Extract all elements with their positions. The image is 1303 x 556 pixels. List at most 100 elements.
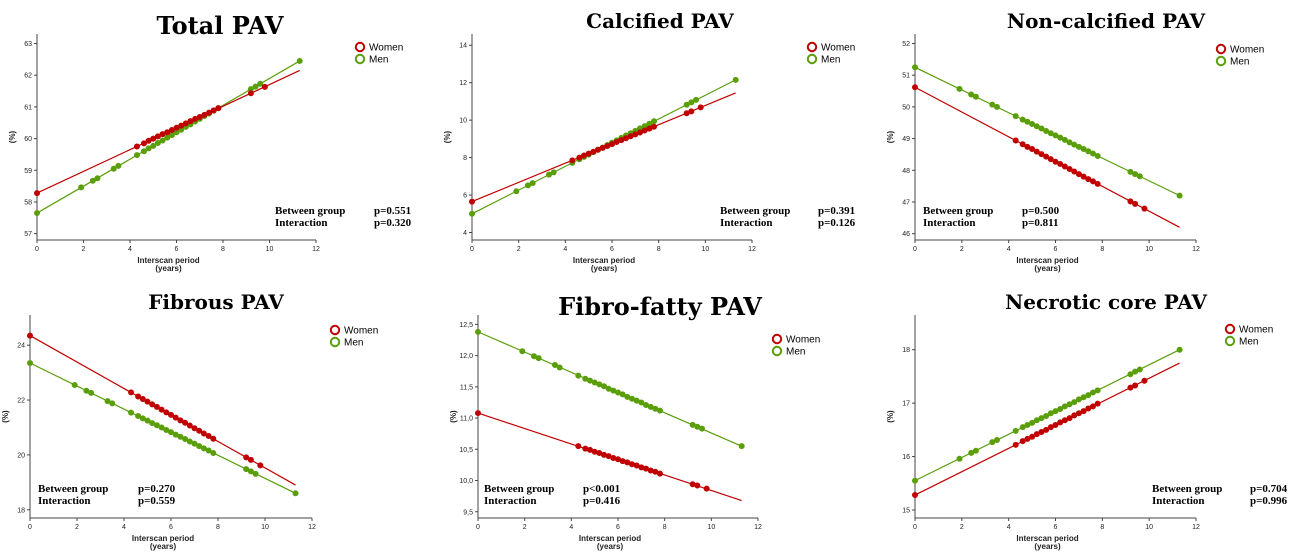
y-tick-label: 47 [902,199,910,206]
y-tick-label: 11,5 [460,384,473,391]
stat-value-interaction: p=0.559 [138,495,176,507]
chart-title: Non-calcified PAV [1007,9,1206,33]
data-point-men [474,328,481,335]
data-point-men [296,57,303,64]
data-point-women [205,432,212,439]
series-women [26,332,296,486]
x-tick-label: 0 [28,524,32,531]
data-point-women [569,157,576,164]
data-point-women [1080,173,1087,180]
data-point-men [139,415,146,422]
data-point-women [177,417,184,424]
data-point-men [972,93,979,100]
data-point-women [1080,408,1087,415]
x-tick-label: 6 [610,246,614,253]
data-point-men [104,398,111,405]
data-point-men [1061,136,1068,143]
stat-value-interaction: p=0.320 [374,217,412,229]
legend-label-men: Men [369,55,388,66]
data-point-men [1094,387,1101,394]
data-point-men [1071,141,1078,148]
data-point-women [153,403,160,410]
data-point-men [1176,192,1183,199]
data-point-men [699,425,706,432]
data-point-men [186,438,193,445]
data-point-women [182,419,189,426]
data-point-women [1094,180,1101,187]
data-point-men [252,83,259,90]
data-point-men [989,101,996,108]
data-point-men [1085,392,1092,399]
x-tick-label: 0 [35,246,39,253]
stat-label-between-group: Between group [720,205,790,217]
x-tick-label: 10 [261,524,269,531]
data-point-men [683,101,690,108]
data-point-men [993,437,1000,444]
series-women [474,410,742,502]
data-point-women [168,127,175,134]
data-point-women [182,120,189,127]
data-point-men [133,152,140,159]
data-point-men [912,64,919,71]
y-tick-label: 10,5 [459,447,473,454]
data-point-men [154,140,161,147]
data-point-women [912,84,919,91]
data-point-women [1057,160,1064,167]
x-tick-label: 6 [1054,524,1058,531]
data-point-women [1089,178,1096,185]
x-tick-label: 12 [1192,246,1200,253]
data-point-women [703,485,710,492]
data-point-women [167,411,174,418]
series-men [26,360,299,497]
data-point-women [1132,200,1139,207]
x-tick-label: 6 [616,524,620,531]
data-point-men [732,76,739,83]
y-tick-label: 10,0 [459,478,473,485]
x-tick-label: 10 [707,524,715,531]
x-tick-label: 0 [470,246,474,253]
data-point-women [1012,137,1019,144]
data-point-men [149,420,156,427]
legend-label-men: Men [786,347,805,358]
data-point-women [158,406,165,413]
data-point-men [153,422,160,429]
data-point-women [215,105,222,112]
y-tick-label: 4 [463,230,467,237]
data-point-women [1029,146,1036,153]
data-point-women [206,109,213,116]
legend-label-women: Women [1230,45,1264,56]
data-point-women [1052,422,1059,429]
data-point-men [1047,130,1054,137]
data-point-men [1057,406,1064,413]
x-tick-label: 10 [701,246,709,253]
x-tick-label: 0 [476,524,480,531]
data-point-women [139,395,146,402]
data-point-women [1089,403,1096,410]
stat-value-between-group: p<0.001 [583,483,620,495]
legend-marker-women [329,324,341,336]
y-tick-label: 9,5 [463,509,473,516]
x-tick-label: 4 [563,246,567,253]
data-point-men [556,364,563,371]
data-point-men [1038,125,1045,132]
x-tick-label: 0 [913,524,917,531]
data-point-women [201,111,208,118]
data-point-women [697,104,704,111]
data-point-men [26,360,33,367]
y-tick-label: 8 [463,155,467,162]
y-tick-label: 50 [902,104,910,111]
series-men [34,57,303,217]
data-point-men [693,96,700,103]
data-point-men [292,490,299,497]
data-point-women [1066,415,1073,422]
data-point-men [94,175,101,182]
y-axis-label: (%) [1,410,10,423]
stat-label-interaction: Interaction [923,217,976,229]
data-point-women [912,492,919,499]
data-point-women [1029,433,1036,440]
y-tick-label: 61 [24,104,32,111]
